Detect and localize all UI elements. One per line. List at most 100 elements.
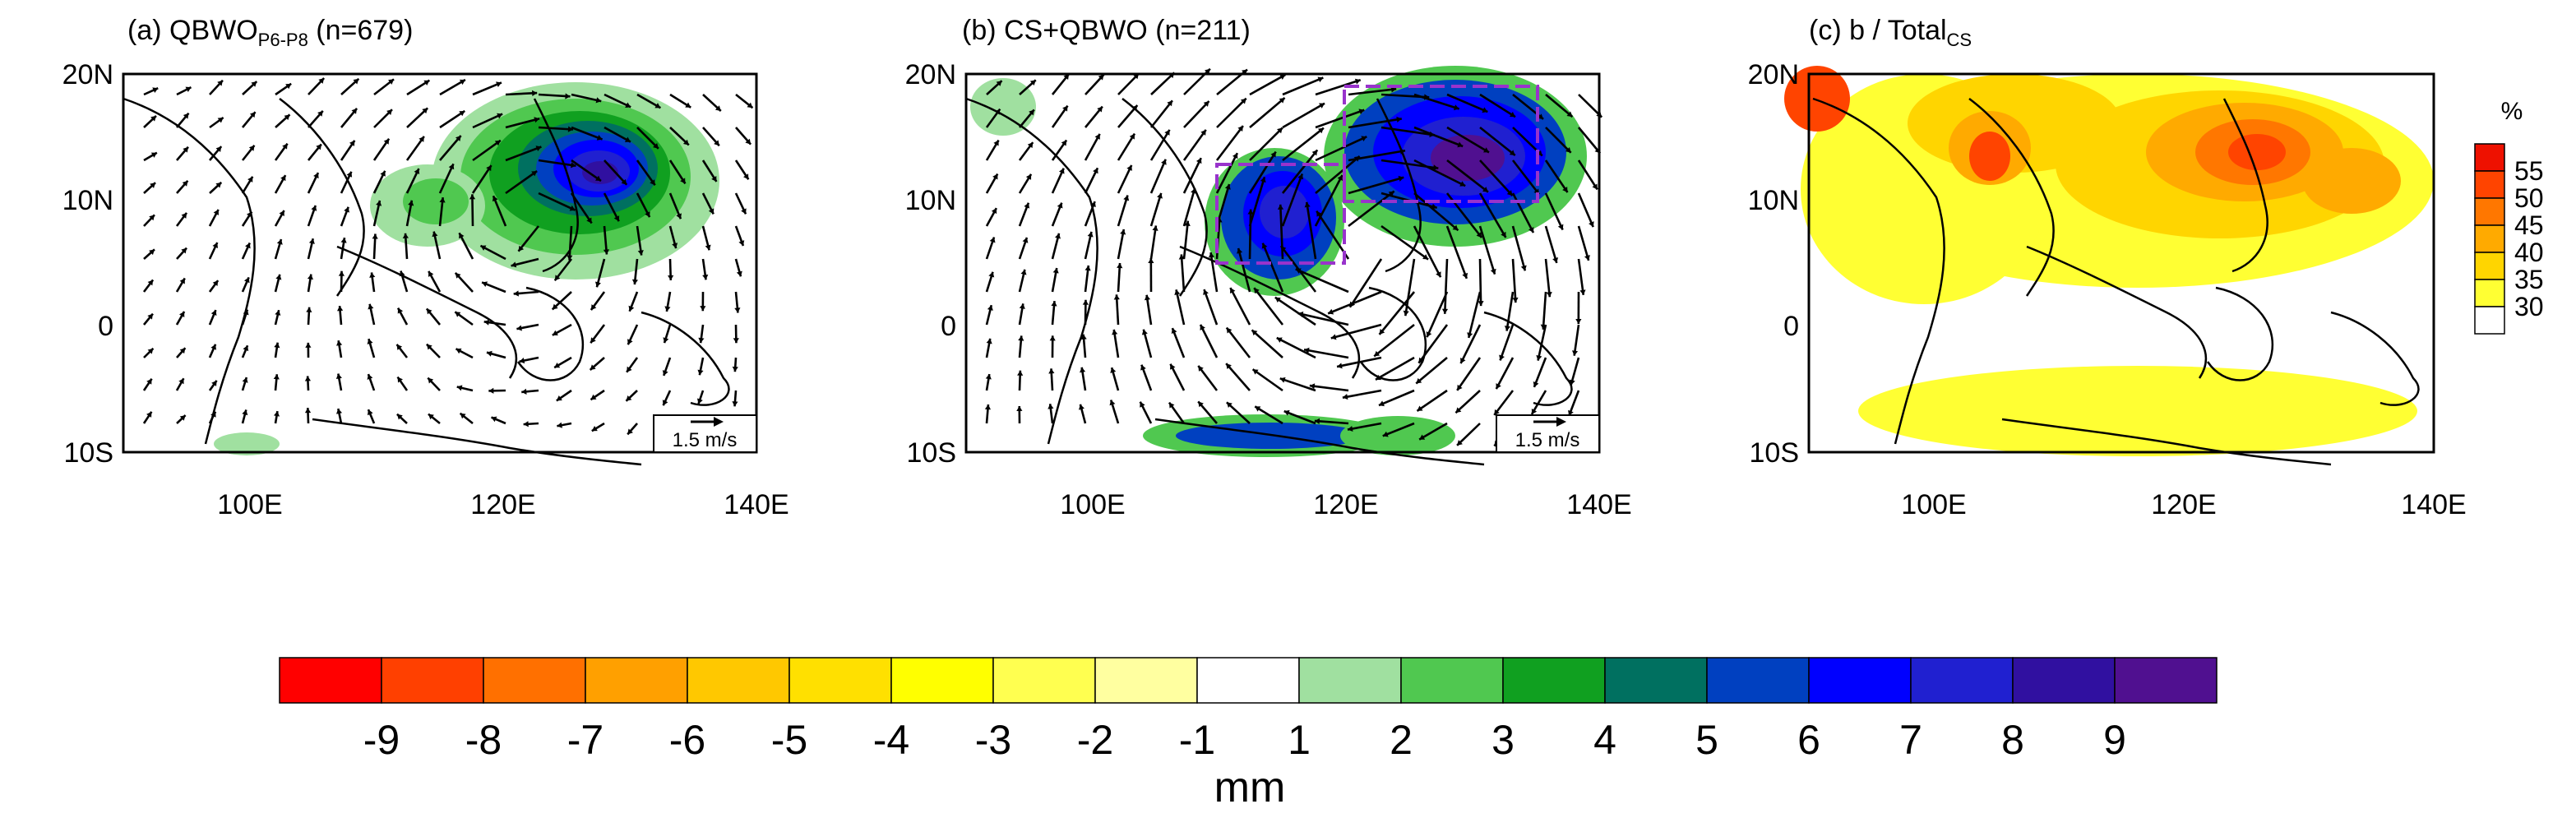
wind-vector — [472, 81, 502, 96]
wind-vector-head — [1232, 153, 1238, 159]
wind-vector-head — [1506, 190, 1513, 196]
wind-vector-head — [455, 272, 461, 279]
percent-label: 50 — [2514, 183, 2544, 213]
wind-vector-head — [353, 78, 359, 85]
wind-vector-head — [1148, 257, 1154, 263]
wind-vector-head — [1571, 350, 1579, 356]
wind-vector-head — [147, 348, 154, 354]
percent-swatch — [2474, 306, 2505, 335]
wind-vector-head — [185, 86, 192, 93]
precip-label: -9 — [363, 717, 400, 763]
wind-vector — [1169, 363, 1186, 391]
wind-vector-head — [1184, 220, 1191, 226]
wind-vector-head — [702, 274, 709, 280]
wind-vector-head — [337, 306, 344, 312]
percent-colorbar-unit: % — [2501, 98, 2523, 125]
wind-vector — [1209, 252, 1219, 293]
panel-b-lat-0: 0 — [941, 311, 956, 342]
wind-vector-head — [741, 208, 747, 215]
wind-vector — [1150, 72, 1176, 95]
wind-vector-head — [243, 345, 249, 352]
wind-vector — [1171, 327, 1186, 358]
wind-vector — [1375, 356, 1415, 381]
wind-vector-head — [1432, 164, 1439, 171]
wind-vector-head — [178, 311, 185, 317]
panel-b-lat-10n: 10N — [905, 185, 956, 216]
wind-vector-head — [273, 411, 280, 417]
wind-vector-head — [1110, 367, 1117, 373]
wind-vector-head — [552, 303, 558, 310]
wind-vector-head — [1457, 440, 1463, 446]
wind-vector-head — [1061, 140, 1067, 146]
precip-swatch — [1298, 657, 1402, 704]
wind-vector-head — [494, 140, 501, 146]
wind-vector-head — [316, 144, 321, 150]
wind-vector-head — [1191, 187, 1197, 194]
wind-vector — [1084, 133, 1101, 161]
wind-vector-head — [1557, 224, 1564, 230]
wind-vector-head — [1378, 400, 1385, 407]
wind-vector — [1254, 405, 1283, 425]
wind-vector-head — [591, 426, 598, 432]
wind-vector — [1216, 97, 1247, 128]
precip-swatch — [1808, 657, 1912, 704]
wind-vector — [1115, 294, 1120, 326]
wind-vector-head — [1457, 384, 1463, 391]
wind-vector-head — [183, 146, 188, 153]
wind-vector-head — [1237, 126, 1243, 132]
wind-vector-head — [317, 110, 323, 117]
wind-vector — [1347, 422, 1382, 431]
wind-vector — [1478, 225, 1496, 275]
wind-vector-head — [1048, 368, 1055, 374]
panel-b-region-boxes — [1215, 85, 1539, 265]
percent-swatch — [2474, 224, 2505, 253]
wind-vector-head — [1490, 268, 1496, 275]
wind-vector-head — [680, 178, 686, 184]
wind-vector-head — [1226, 363, 1232, 370]
wind-vector — [1117, 164, 1133, 194]
wind-vector-head — [700, 306, 706, 312]
precip-swatch — [1196, 657, 1300, 704]
wind-vector-head — [308, 238, 315, 244]
wind-vector-head — [1417, 405, 1423, 411]
wind-vector-head — [1436, 271, 1441, 278]
wind-vector-head — [535, 146, 542, 152]
wind-vector — [1183, 67, 1211, 95]
wind-vector-head — [422, 108, 428, 114]
wind-vector — [1415, 357, 1448, 385]
wind-vector-head — [698, 337, 705, 344]
wind-vector — [1253, 287, 1284, 326]
wind-vector-head — [736, 270, 742, 277]
wind-vector-head — [594, 281, 601, 288]
wind-vector — [603, 192, 620, 222]
wind-vector — [1505, 291, 1515, 331]
wind-vector — [1348, 176, 1404, 195]
wind-vector-head — [217, 118, 224, 123]
wind-vector-head — [275, 310, 281, 316]
precip-label: -1 — [1179, 717, 1215, 763]
wind-vector-head — [1575, 318, 1582, 324]
wind-vector-head — [213, 209, 220, 215]
wind-vector — [1446, 93, 1488, 113]
precip-swatch — [483, 657, 586, 704]
panel-c-lon-100e: 100E — [1901, 489, 1966, 520]
wind-vector-head — [1419, 434, 1426, 440]
wind-vector — [538, 159, 576, 167]
wind-vector — [1248, 209, 1252, 260]
wind-vector-head — [1251, 330, 1258, 336]
wind-vector-head — [732, 401, 738, 407]
wind-vector-head — [1579, 289, 1586, 295]
wind-vector — [1336, 356, 1382, 368]
wind-vector-head — [1396, 116, 1402, 122]
wind-vector-head — [628, 305, 635, 312]
wind-vector — [1537, 324, 1547, 361]
wind-vector — [1282, 102, 1325, 129]
wind-vector-head — [988, 271, 995, 278]
wind-vector — [1348, 118, 1403, 129]
wind-vector-head — [273, 374, 280, 380]
wind-vector-head — [147, 313, 153, 320]
wind-vector-head — [276, 238, 283, 245]
wind-vector-head — [149, 249, 155, 256]
precip-swatch — [992, 657, 1096, 704]
wind-vector-head — [518, 245, 525, 252]
